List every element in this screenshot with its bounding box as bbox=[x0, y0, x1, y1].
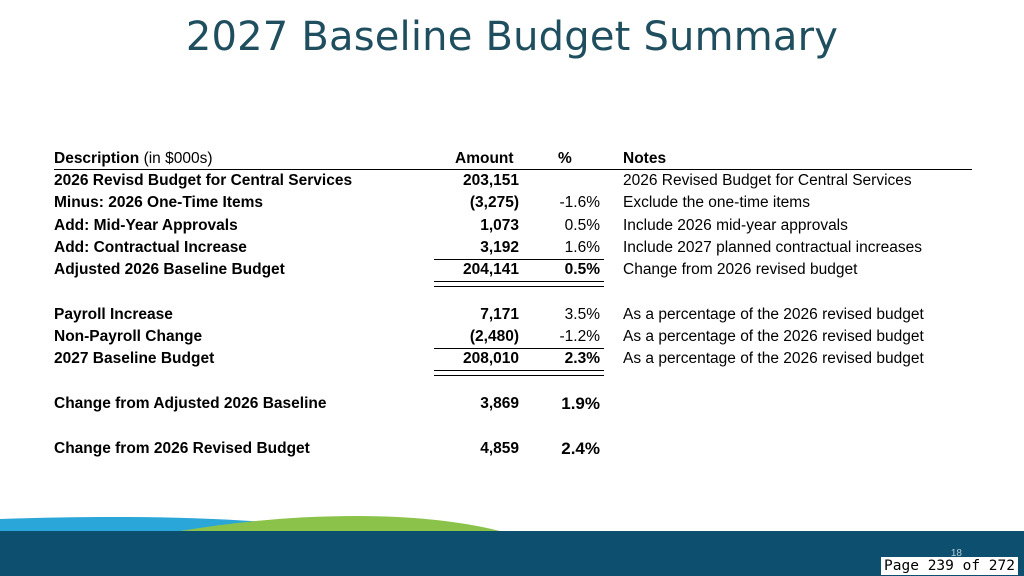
row-amount: (2,480) bbox=[469, 328, 519, 346]
table-row-change: Change from Adjusted 2026 Baseline 3,869… bbox=[54, 393, 972, 415]
total-double-underline bbox=[434, 370, 604, 377]
row-note: As a percentage of the 2026 revised budg… bbox=[623, 305, 924, 323]
row-amount: 3,869 bbox=[480, 394, 519, 412]
row-amount: 204,141 bbox=[462, 261, 519, 279]
row-description: Add: Contractual Increase bbox=[54, 238, 247, 256]
row-description: Change from 2026 Revised Budget bbox=[54, 439, 310, 457]
row-pct: 3.5% bbox=[564, 305, 600, 323]
row-amount: (3,275) bbox=[469, 194, 519, 212]
slide-title: 2027 Baseline Budget Summary bbox=[185, 14, 839, 60]
header-amount: Amount bbox=[455, 150, 514, 167]
row-description: Minus: 2026 One-Time Items bbox=[54, 194, 264, 212]
row-note: Include 2026 mid-year approvals bbox=[623, 216, 848, 234]
header-notes: Notes bbox=[623, 150, 667, 167]
row-amount: 1,073 bbox=[480, 216, 519, 234]
table-row: Payroll Increase 7,171 3.5% As a percent… bbox=[54, 304, 972, 326]
row-description: Add: Mid-Year Approvals bbox=[54, 216, 238, 234]
total-overline bbox=[434, 348, 604, 350]
row-amount: 3,192 bbox=[480, 238, 519, 256]
row-note: Exclude the one-time items bbox=[623, 194, 810, 212]
table-row: 2026 Revisd Budget for Central Services … bbox=[54, 170, 972, 192]
row-note: 2026 Revised Budget for Central Services bbox=[623, 172, 912, 189]
row-note: As a percentage of the 2026 revised budg… bbox=[623, 328, 924, 346]
row-amount: 203,151 bbox=[462, 172, 519, 189]
footer-bar bbox=[0, 531, 1024, 576]
row-description: 2026 Revisd Budget for Central Services bbox=[54, 172, 353, 189]
row-pct: 2.4% bbox=[561, 438, 600, 458]
subtotal-double-underline bbox=[434, 281, 604, 288]
table-row: Add: Mid-Year Approvals 1,073 0.5% Inclu… bbox=[54, 215, 972, 237]
row-pct: -1.2% bbox=[559, 328, 601, 346]
table-row-total: 2027 Baseline Budget 208,010 2.3% As a p… bbox=[54, 348, 972, 377]
page-stamp: Page 239 of 272 bbox=[881, 557, 1018, 575]
row-note: Change from 2026 revised budget bbox=[623, 261, 858, 279]
row-pct: 1.9% bbox=[561, 393, 600, 413]
table-header: Description (in $000s) Amount % Notes bbox=[54, 148, 972, 170]
table-row: Minus: 2026 One-Time Items (3,275) -1.6%… bbox=[54, 192, 972, 214]
table-row: Add: Contractual Increase 3,192 1.6% Inc… bbox=[54, 237, 972, 259]
header-description-unit: (in $000s) bbox=[143, 150, 213, 167]
table-row-change: Change from 2026 Revised Budget 4,859 2.… bbox=[54, 438, 972, 460]
subtotal-overline bbox=[434, 259, 604, 261]
spacer bbox=[54, 281, 972, 303]
row-pct: 0.5% bbox=[564, 216, 600, 234]
table-row: Non-Payroll Change (2,480) -1.2% As a pe… bbox=[54, 326, 972, 348]
row-pct: 0.5% bbox=[564, 261, 600, 279]
row-description: Non-Payroll Change bbox=[54, 328, 203, 346]
row-pct: -1.6% bbox=[559, 194, 601, 212]
row-description: 2027 Baseline Budget bbox=[54, 350, 215, 368]
row-description: Payroll Increase bbox=[54, 305, 173, 323]
header-description: Description (in $000s) bbox=[54, 150, 213, 167]
row-note: As a percentage of the 2026 revised budg… bbox=[623, 350, 924, 368]
table-row-subtotal: Adjusted 2026 Baseline Budget 204,141 0.… bbox=[54, 259, 972, 288]
row-description: Adjusted 2026 Baseline Budget bbox=[54, 261, 285, 279]
row-note: Include 2027 planned contractual increas… bbox=[623, 238, 923, 256]
spacer bbox=[54, 415, 972, 437]
slide-number: 18 bbox=[950, 548, 962, 559]
row-amount: 7,171 bbox=[480, 305, 519, 323]
row-description: Change from Adjusted 2026 Baseline bbox=[54, 394, 327, 412]
row-pct: 2.3% bbox=[564, 350, 600, 368]
row-amount: 208,010 bbox=[462, 350, 519, 368]
spacer bbox=[54, 371, 972, 393]
row-pct: 1.6% bbox=[564, 238, 600, 256]
budget-summary-table: Description (in $000s) Amount % Notes 20… bbox=[54, 148, 972, 460]
row-amount: 4,859 bbox=[480, 439, 519, 457]
header-pct: % bbox=[558, 150, 572, 167]
